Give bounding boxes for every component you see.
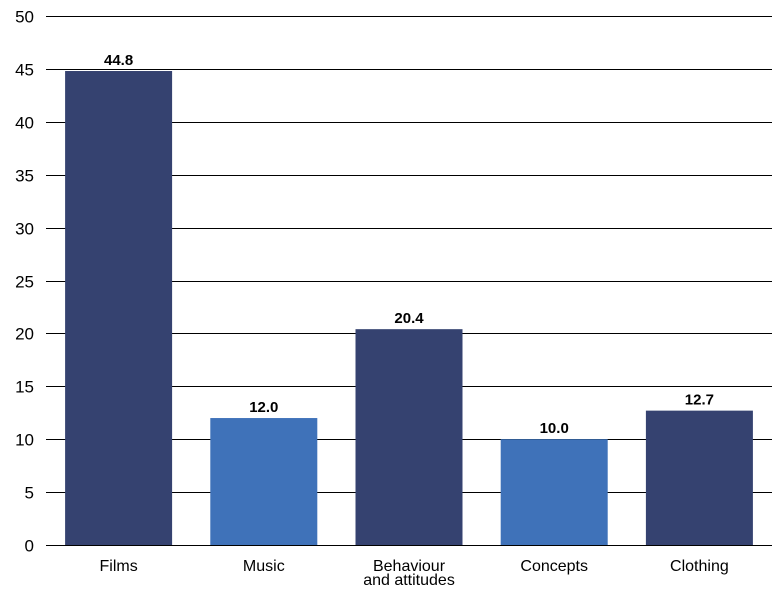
y-tick-label: 5 bbox=[25, 484, 34, 503]
y-tick-label: 25 bbox=[15, 273, 34, 292]
y-tick-label: 15 bbox=[15, 378, 34, 397]
data-labels: 44.8 12.0 20.4 10.0 12.7 bbox=[104, 52, 714, 437]
data-label: 12.0 bbox=[249, 399, 278, 416]
y-tick-label: 20 bbox=[15, 325, 34, 344]
x-category-label: Films bbox=[99, 558, 137, 575]
x-axis-category-labels: Films Music Behaviour and attitudes Concepts… bbox=[99, 558, 728, 589]
x-category-label: Clothing bbox=[670, 558, 729, 575]
data-label: 20.4 bbox=[394, 310, 424, 327]
y-tick-label: 40 bbox=[15, 114, 34, 133]
bar bbox=[210, 418, 318, 545]
bar bbox=[65, 71, 173, 546]
bar bbox=[645, 410, 753, 545]
y-tick-label: 50 bbox=[15, 8, 34, 27]
bar bbox=[355, 329, 463, 545]
bars bbox=[65, 71, 753, 546]
data-label: 10.0 bbox=[540, 420, 569, 437]
y-tick-label: 45 bbox=[15, 61, 34, 80]
y-tick-label: 35 bbox=[15, 167, 34, 186]
bar bbox=[500, 439, 608, 545]
data-label: 12.7 bbox=[685, 392, 714, 409]
y-tick-label: 0 bbox=[25, 537, 34, 556]
data-label: 44.8 bbox=[104, 52, 133, 69]
x-category-label: Music bbox=[243, 558, 285, 575]
y-tick-label: 30 bbox=[15, 220, 34, 239]
y-axis-tick-labels: 0 5 10 15 20 25 30 35 40 45 50 bbox=[15, 8, 34, 556]
y-tick-label: 10 bbox=[15, 431, 34, 450]
x-category-label: Behaviour and attitudes bbox=[363, 558, 455, 589]
x-category-label: Concepts bbox=[520, 558, 588, 575]
